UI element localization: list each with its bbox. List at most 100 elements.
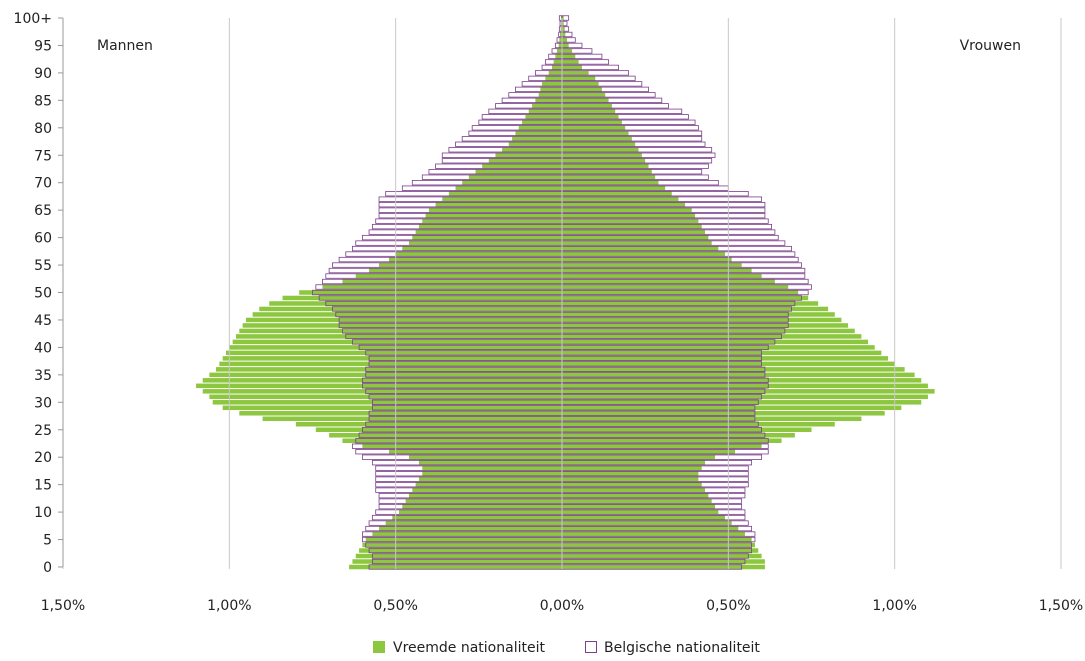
bar-foreign-men-age-83	[528, 109, 562, 114]
bar-foreign-men-age-46	[252, 312, 562, 317]
bar-foreign-women-age-84	[562, 103, 612, 109]
x-tick-label-2: 0,50%	[373, 598, 417, 614]
bar-foreign-men-age-71	[468, 174, 562, 180]
bar-foreign-men-age-80	[518, 125, 562, 131]
bar-foreign-men-age-7	[379, 526, 562, 531]
men-side-label: Mannen	[97, 38, 153, 54]
bar-foreign-men-age-21	[389, 449, 562, 454]
bar-foreign-women-age-76	[562, 147, 639, 153]
y-tick-label-15: 75	[34, 148, 52, 164]
bar-foreign-men-age-45	[245, 317, 562, 323]
bar-foreign-women-age-67	[562, 196, 679, 202]
axis-layer: 1,50% 1,00% 0,50% 0,00% 0,50% 1,00% 1,50% 0 5 10 1…	[14, 11, 1084, 614]
bar-foreign-men-age-63	[422, 218, 562, 224]
bar-foreign-women-age-29	[562, 405, 902, 411]
bar-foreign-women-age-61	[562, 229, 706, 235]
bar-foreign-men-age-78	[512, 136, 562, 142]
bar-foreign-women-age-5	[562, 537, 752, 542]
bar-foreign-men-age-11	[402, 504, 562, 509]
bar-foreign-men-age-15	[415, 482, 562, 487]
bar-foreign-men-age-26	[295, 422, 562, 427]
bar-foreign-men-age-36	[216, 367, 562, 372]
bar-foreign-men-age-23	[342, 438, 562, 443]
bar-foreign-women-age-36	[562, 367, 905, 372]
bar-foreign-men-age-85	[535, 98, 562, 103]
bar-foreign-men-age-74	[488, 158, 562, 163]
y-tick-label-12: 60	[34, 231, 52, 247]
legend-swatch-belgian	[585, 641, 597, 653]
bar-foreign-men-age-29	[222, 405, 562, 411]
bar-foreign-men-age-25	[315, 427, 562, 433]
bar-foreign-women-age-60	[562, 235, 709, 240]
bar-foreign-men-age-30	[212, 400, 562, 405]
x-tick-label-5: 1,00%	[872, 598, 916, 614]
bar-foreign-women-age-39	[562, 350, 882, 356]
bar-foreign-men-age-59	[408, 240, 562, 246]
bar-foreign-women-age-57	[562, 251, 726, 257]
bar-foreign-men-age-58	[402, 246, 562, 251]
bar-foreign-women-age-83	[562, 109, 616, 114]
bar-foreign-women-age-94	[562, 48, 572, 54]
bar-foreign-men-age-53	[355, 273, 562, 279]
bar-foreign-men-age-8	[385, 520, 562, 526]
bars-layer	[196, 15, 935, 570]
bar-foreign-men-age-91	[552, 65, 562, 70]
bar-foreign-men-age-49	[282, 295, 562, 301]
bar-foreign-women-age-55	[562, 262, 742, 268]
bar-foreign-women-age-96	[562, 37, 567, 43]
bar-foreign-men-age-41	[232, 339, 562, 345]
bar-foreign-women-age-33	[562, 383, 928, 389]
bar-foreign-men-age-51	[322, 284, 562, 290]
bar-foreign-women-age-7	[562, 526, 739, 531]
bar-foreign-women-age-23	[562, 438, 782, 443]
bar-foreign-women-age-43	[562, 328, 855, 334]
bar-foreign-women-age-28	[562, 411, 885, 416]
bar-foreign-men-age-48	[269, 301, 562, 306]
bar-foreign-women-age-27	[562, 416, 862, 422]
bar-foreign-men-age-61	[415, 229, 562, 235]
bar-foreign-women-age-53	[562, 273, 762, 279]
y-tick-label-18: 90	[34, 66, 52, 82]
bar-foreign-men-age-96	[559, 37, 562, 43]
x-tick-label-4: 0,50%	[706, 598, 750, 614]
bar-foreign-women-age-66	[562, 202, 686, 207]
bar-foreign-women-age-79	[562, 131, 629, 136]
bar-foreign-women-age-89	[562, 76, 596, 81]
bar-foreign-women-age-93	[562, 54, 576, 59]
y-tick-label-5: 25	[34, 423, 52, 439]
bar-foreign-women-age-92	[562, 59, 579, 65]
bar-foreign-women-age-58	[562, 246, 719, 251]
legend-label-belgian: Belgische nationaliteit	[604, 640, 760, 656]
bar-foreign-men-age-12	[405, 498, 562, 504]
bar-foreign-women-age-25	[562, 427, 812, 433]
bar-foreign-women-age-100	[562, 15, 564, 21]
x-tick-label-1: 1,00%	[207, 598, 251, 614]
bar-foreign-men-age-65	[428, 207, 562, 213]
bar-foreign-men-age-5	[365, 537, 562, 542]
bar-foreign-women-age-59	[562, 240, 712, 246]
y-tick-label-8: 40	[34, 340, 52, 356]
bar-foreign-women-age-62	[562, 224, 702, 229]
bar-foreign-men-age-52	[342, 279, 562, 284]
y-tick-label-0: 0	[43, 560, 52, 576]
bar-foreign-women-age-32	[562, 389, 935, 394]
bar-foreign-women-age-73	[562, 163, 649, 169]
y-tick-label-19: 95	[34, 38, 52, 54]
bar-foreign-women-age-72	[562, 169, 652, 174]
bar-foreign-men-age-86	[538, 92, 562, 98]
bar-foreign-men-age-3	[359, 548, 562, 553]
legend: Vreemde nationaliteit Belgische national…	[373, 640, 760, 656]
bar-foreign-men-age-68	[448, 191, 562, 196]
bar-foreign-women-age-99	[562, 21, 564, 26]
bar-foreign-women-age-26	[562, 422, 835, 427]
bar-foreign-women-age-52	[562, 279, 775, 284]
legend-label-foreign: Vreemde nationaliteit	[393, 640, 545, 656]
bar-foreign-men-age-28	[239, 411, 562, 416]
bar-foreign-women-age-14	[562, 487, 706, 493]
bar-foreign-men-age-88	[542, 81, 562, 87]
women-side-label: Vrouwen	[960, 38, 1021, 54]
bar-foreign-men-age-42	[235, 334, 562, 339]
bar-foreign-women-age-13	[562, 493, 709, 498]
